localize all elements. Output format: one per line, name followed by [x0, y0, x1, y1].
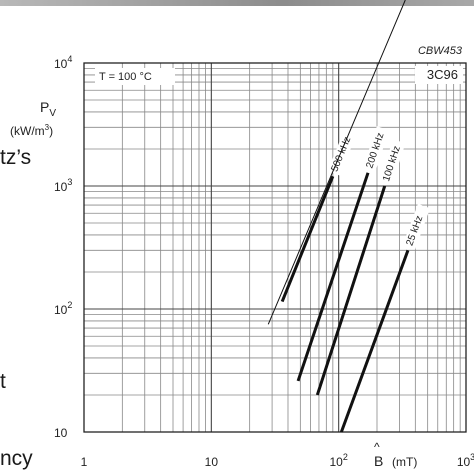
series-line	[296, 172, 370, 382]
y-axis-unit-close: )	[49, 124, 53, 138]
grid-major	[84, 63, 466, 432]
x-axis-label: B ^ (mT)	[374, 440, 417, 469]
x-axis-symbol: B	[374, 453, 383, 469]
y-axis-unit-sup: 3	[45, 123, 50, 132]
x-tick-label: 10	[205, 455, 219, 469]
series-label-bg	[362, 126, 390, 172]
slide-top-bar	[0, 0, 474, 6]
condition-label-bg	[95, 68, 175, 85]
series-label-bg	[379, 139, 406, 186]
y-axis-symbol-sub: V	[49, 108, 56, 119]
tick-labels: 1 10 102 103 10 102 103 104	[54, 54, 474, 469]
series-label-bg	[327, 129, 357, 176]
slide-text-fragment: tz’s	[0, 146, 32, 169]
x-tick-label: 103	[457, 452, 474, 469]
chart-code: CBW453	[418, 45, 463, 57]
series-line	[280, 175, 335, 303]
series-label-bg	[402, 203, 431, 250]
series-label: 200 kHz	[364, 131, 386, 169]
y-tick-label: 102	[54, 300, 72, 317]
x-axis-symbol-hat: ^	[374, 440, 380, 454]
y-axis-label-unit: (kW/m3)	[10, 123, 53, 138]
y-tick-label: 10	[54, 426, 68, 440]
annotation-line	[267, 0, 406, 325]
grid-minor	[84, 63, 466, 432]
y-axis-label-top: PV	[40, 99, 56, 119]
x-axis-unit: (mT)	[392, 455, 417, 469]
y-tick-label: 104	[54, 54, 72, 71]
x-tick-label: 1	[81, 455, 88, 469]
slide-text-fragment: ncy	[0, 447, 33, 470]
x-tick-label: 102	[329, 452, 347, 469]
series-line	[339, 249, 410, 433]
material-label-bg	[415, 66, 463, 84]
slide-text-fragment: t	[0, 370, 6, 393]
condition-label: T = 100 °C	[99, 71, 152, 83]
y-axis-symbol: P	[40, 99, 49, 115]
material-label: 3C96	[427, 67, 458, 82]
series-line	[315, 185, 387, 396]
y-tick-label: 103	[54, 177, 72, 194]
series-label: 25 kHz	[404, 214, 425, 247]
plot-frame	[83, 62, 467, 433]
y-axis-unit-text: (kW/m	[10, 124, 45, 138]
